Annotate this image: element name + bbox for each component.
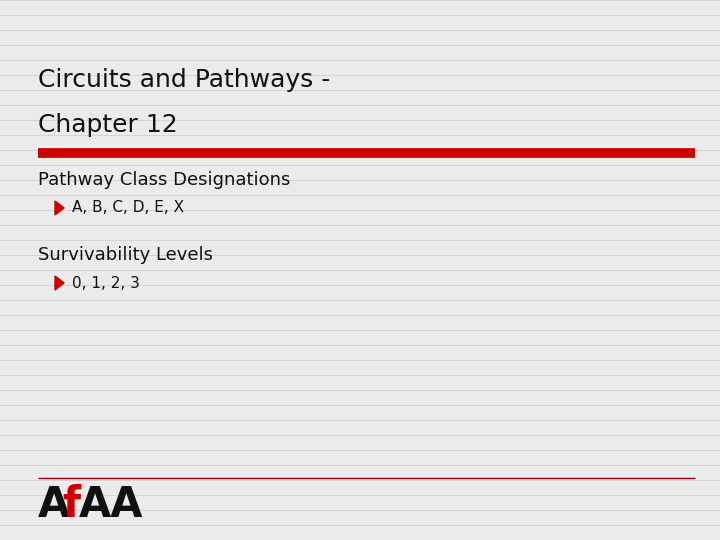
Text: f: f <box>62 484 80 526</box>
Text: 0, 1, 2, 3: 0, 1, 2, 3 <box>72 275 140 291</box>
Polygon shape <box>55 276 64 290</box>
Text: Survivability Levels: Survivability Levels <box>38 246 213 264</box>
Text: A: A <box>38 484 71 526</box>
Text: Chapter 12: Chapter 12 <box>38 113 178 137</box>
Text: AA: AA <box>79 484 143 526</box>
Text: Circuits and Pathways -: Circuits and Pathways - <box>38 68 330 92</box>
Text: Pathway Class Designations: Pathway Class Designations <box>38 171 290 189</box>
Text: A, B, C, D, E, X: A, B, C, D, E, X <box>72 200 184 215</box>
Polygon shape <box>55 201 64 215</box>
